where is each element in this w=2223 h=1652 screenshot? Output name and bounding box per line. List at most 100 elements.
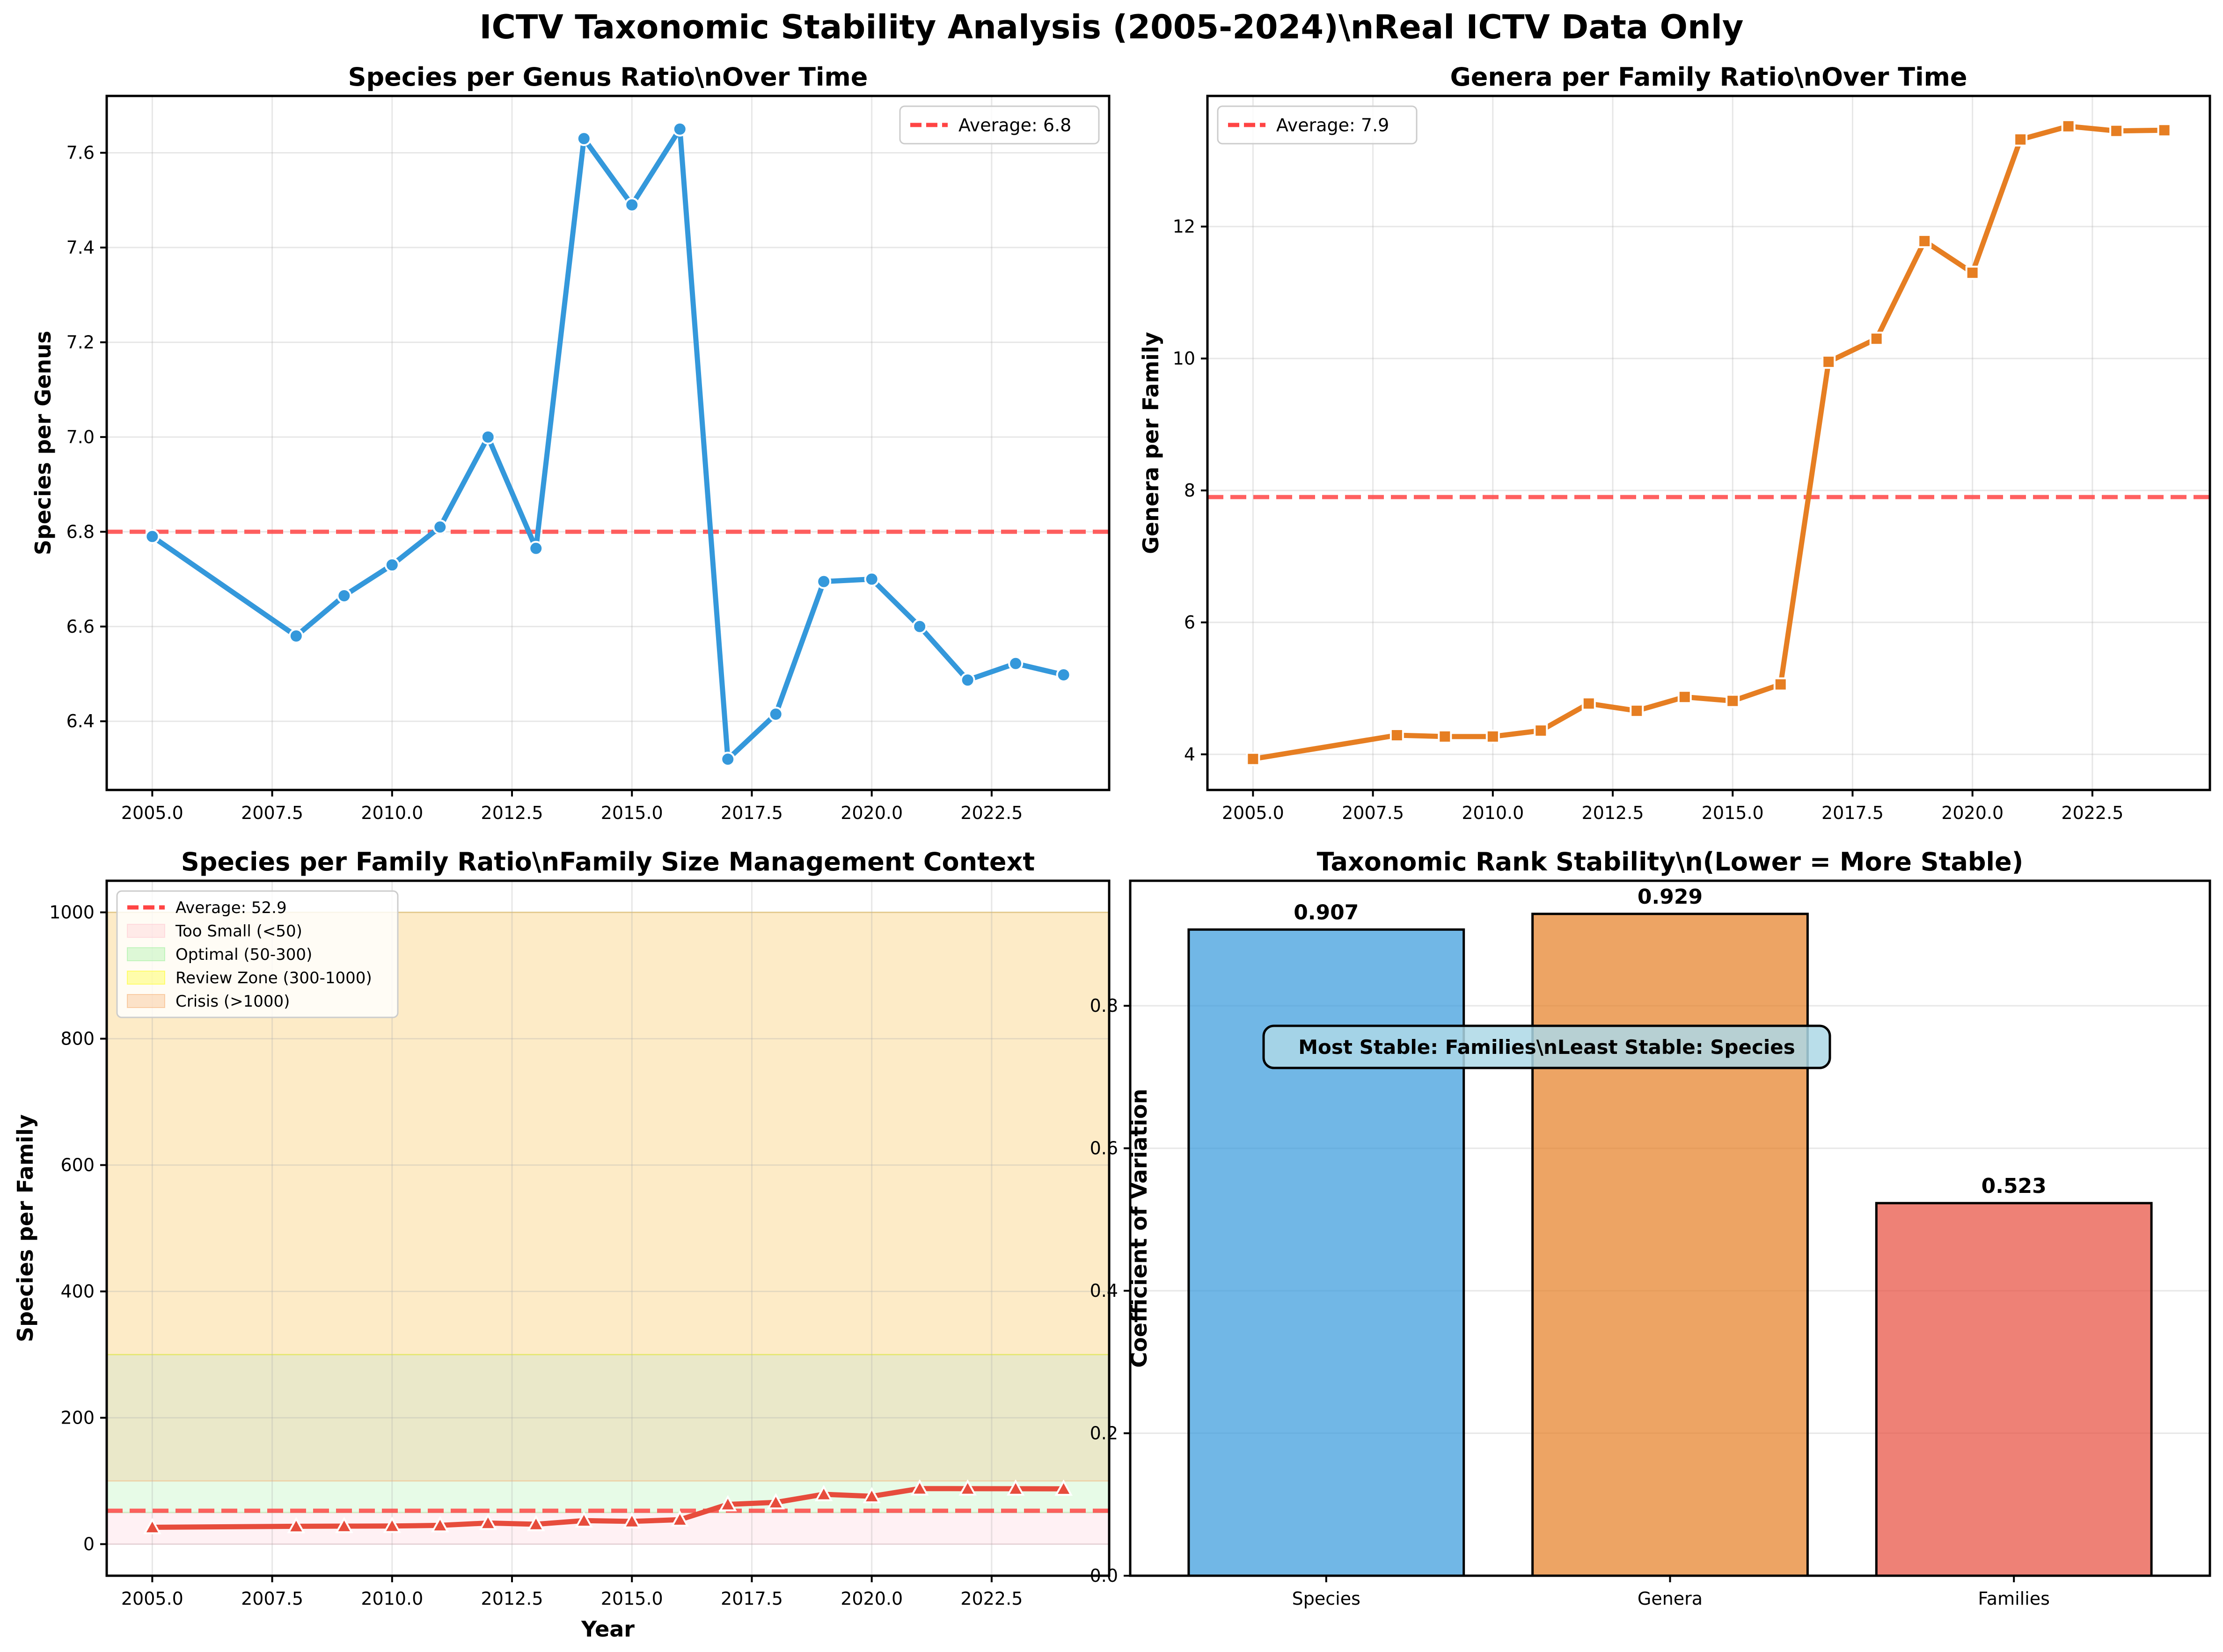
data-point [2109, 124, 2124, 138]
y-tick-label: 6.4 [66, 711, 95, 731]
data-point [2061, 119, 2076, 133]
data-point [336, 588, 352, 603]
data-point [287, 1517, 306, 1534]
x-tick-label: 2007.5 [241, 1588, 303, 1609]
data-point [1246, 752, 1260, 766]
data-point [1054, 1479, 1073, 1496]
y-tick-label: 0.2 [1090, 1423, 1118, 1444]
data-point [1726, 694, 1740, 708]
series-line [1250, 124, 2167, 762]
data-point [526, 1514, 545, 1531]
y-tick-label: 0.0 [1090, 1565, 1118, 1586]
data-point [624, 197, 640, 212]
data-point [1485, 729, 1500, 744]
chart-title: Taxonomic Rank Stability\n(Lower = More … [1317, 847, 2024, 877]
data-point [960, 672, 975, 688]
plot-frame [1206, 95, 2211, 791]
legend-label: Average: 6.8 [958, 115, 1071, 136]
data-point [958, 1479, 977, 1496]
data-point [528, 541, 544, 556]
annotation-text: Most Stable: Families\nLeast Stable: Spe… [1298, 1036, 1795, 1059]
legend: Average: 52.9 Too Small (<50) Optimal (50-… [116, 890, 399, 1018]
y-tick-label: 12 [1173, 216, 1195, 237]
data-point [1581, 696, 1596, 711]
legend-label: Average: 52.9 [176, 899, 287, 917]
plot-frame [105, 879, 1111, 1577]
y-tick-label: 0.4 [1090, 1280, 1118, 1301]
data-point [718, 1495, 737, 1512]
x-tick-label: 2022.5 [960, 1588, 1023, 1609]
data-point [1438, 729, 1452, 744]
chart-title: Species per Genus Ratio\nOver Time [348, 62, 868, 92]
data-point [335, 1516, 353, 1533]
legend-label: Too Small (<50) [175, 922, 302, 941]
legend-label: Optimal (50-300) [176, 945, 312, 964]
data-point [814, 1484, 833, 1501]
x-tick-label: 2012.5 [481, 803, 543, 823]
x-tick-label: 2017.5 [721, 803, 783, 823]
plot-frame [105, 95, 1111, 791]
x-tick-label: 2020.0 [1941, 803, 2004, 823]
legend-label: Average: 7.9 [1276, 115, 1389, 136]
y-axis-label: Species per Genus [30, 331, 56, 556]
data-point [816, 574, 832, 589]
x-axis-label: Year [581, 1616, 635, 1642]
y-tick-label: 7.2 [66, 332, 95, 352]
data-point [768, 707, 783, 722]
x-tick-label: 2010.0 [1462, 803, 1524, 823]
data-point [1056, 667, 1071, 683]
annotation-box [1262, 1024, 1831, 1069]
legend-label: Crisis (>1000) [176, 992, 290, 1011]
data-point [1677, 690, 1692, 704]
y-tick-label: 7.0 [66, 427, 95, 447]
figure-suptitle: ICTV Taxonomic Stability Analysis (2005-… [479, 8, 1743, 46]
x-tick-label: 2010.0 [361, 803, 423, 823]
chart-title: Species per Family Ratio\nFamily Size Ma… [181, 847, 1035, 877]
y-tick-label: 6.6 [66, 616, 95, 637]
bar-value-label: 0.929 [1638, 885, 1703, 909]
y-axis-label: Coefficient of Variation [1126, 1089, 1152, 1367]
y-tick-label: 600 [60, 1155, 95, 1176]
data-point [912, 619, 928, 634]
data-point [1630, 703, 1644, 718]
x-tick-label: 2017.5 [1821, 803, 1884, 823]
data-point [672, 121, 687, 137]
data-point [145, 529, 160, 544]
series-line [149, 126, 1067, 762]
y-tick-label: 10 [1173, 348, 1195, 369]
y-tick-label: 0.6 [1090, 1138, 1118, 1159]
y-tick-label: 7.4 [66, 237, 95, 258]
data-point [1917, 234, 1932, 249]
y-tick-label: 400 [60, 1281, 95, 1302]
data-point [479, 1513, 497, 1530]
x-tick-label: Genera [1638, 1588, 1703, 1609]
data-point [2013, 132, 2028, 147]
data-point [671, 1510, 689, 1527]
data-point [480, 429, 496, 445]
x-tick-label: 2010.0 [361, 1588, 423, 1609]
x-tick-label: Species [1292, 1588, 1360, 1609]
x-tick-label: Families [1978, 1588, 2050, 1609]
x-tick-label: 2005.0 [1222, 803, 1284, 823]
bar [1875, 1202, 2153, 1577]
y-tick-label: 0.8 [1090, 995, 1118, 1016]
x-tick-label: 2020.0 [841, 1588, 903, 1609]
chart-panel-4: 0.907 Species 0.929 Genera 0.523 Families 0.0 0… [1090, 847, 2211, 1609]
x-tick-label: 2007.5 [241, 803, 303, 823]
data-point [431, 1516, 449, 1533]
legend-label: Review Zone (300-1000) [176, 969, 372, 987]
y-axis-label: Species per Family [13, 1114, 38, 1342]
y-tick-label: 800 [60, 1029, 95, 1049]
data-point [1773, 677, 1788, 692]
x-tick-label: 2022.5 [2061, 803, 2123, 823]
bar-value-label: 0.523 [1982, 1174, 2047, 1198]
y-tick-label: 6 [1184, 612, 1195, 633]
y-tick-label: 6.8 [66, 521, 95, 542]
x-tick-label: 2005.0 [121, 1588, 183, 1609]
x-tick-label: 2022.5 [960, 803, 1023, 823]
data-point [288, 629, 304, 644]
bar [1531, 913, 1809, 1577]
y-tick-label: 0 [83, 1534, 95, 1555]
data-point [864, 571, 879, 587]
data-point [1965, 265, 1980, 280]
